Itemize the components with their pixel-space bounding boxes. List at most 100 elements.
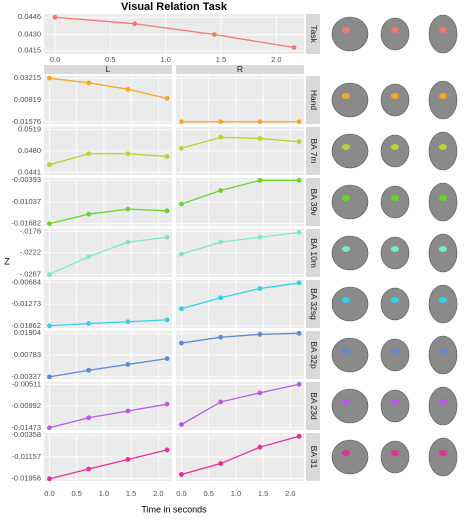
- point: [296, 119, 302, 125]
- brain-region: [391, 144, 399, 150]
- brain-region: [439, 195, 447, 201]
- brain-region: [342, 27, 350, 33]
- point: [179, 306, 184, 312]
- strip: [306, 331, 320, 379]
- brain-image: [380, 17, 410, 51]
- y-tick-label: -0.00337: [11, 372, 41, 381]
- point: [179, 251, 184, 257]
- brain-image: [428, 233, 458, 273]
- brain-image: [428, 335, 458, 375]
- brain-region: [439, 27, 447, 33]
- y-tick-label: -.0222: [20, 248, 41, 257]
- x-tick-label: 1.5: [126, 489, 136, 498]
- strip-label: Task: [309, 25, 319, 43]
- brain-image: [428, 437, 458, 477]
- point: [164, 317, 170, 323]
- point: [125, 362, 131, 367]
- point: [164, 234, 170, 240]
- x-tick-label: 0.0: [176, 489, 186, 498]
- x-tick-label: 0.0: [44, 489, 54, 498]
- brain-image: [380, 287, 410, 321]
- point: [132, 21, 138, 27]
- point: [86, 466, 92, 472]
- line: [49, 319, 168, 327]
- point: [47, 162, 52, 168]
- line: [49, 357, 168, 378]
- point: [179, 422, 184, 427]
- point: [86, 151, 92, 157]
- point: [257, 234, 263, 240]
- x-tick-label: 1.0: [99, 489, 109, 498]
- brain-region: [391, 246, 399, 252]
- brain-region: [391, 93, 399, 99]
- point: [218, 334, 224, 340]
- point: [296, 280, 302, 286]
- y-tick-label: -0.01157: [12, 452, 41, 461]
- line: [49, 208, 168, 225]
- point: [179, 201, 184, 207]
- y-tick-label: -.0178: [20, 226, 41, 235]
- x-tick-label: 1.0: [231, 489, 241, 498]
- line: [181, 332, 300, 344]
- line: [49, 449, 168, 480]
- point: [164, 447, 170, 453]
- brain-region: [342, 348, 350, 354]
- y-tick-label: -0.01037: [11, 197, 41, 206]
- point: [86, 367, 92, 373]
- strip-label: BA 32p: [309, 341, 319, 369]
- point: [47, 323, 52, 329]
- point: [125, 319, 131, 325]
- point: [86, 254, 92, 260]
- brain-image: [331, 286, 369, 322]
- point: [296, 229, 302, 235]
- x-tick-label: 0.0: [50, 55, 60, 64]
- brain-image: [428, 386, 458, 426]
- y-tick-label: -0.01273: [11, 299, 41, 308]
- strip-label: BA 32sg: [309, 288, 319, 320]
- y-tick-label: -0.01473: [11, 423, 41, 432]
- brain-region: [439, 297, 447, 303]
- point: [86, 80, 92, 86]
- y-tick-label: -.0267: [20, 270, 41, 279]
- brain-region: [391, 450, 399, 456]
- x-tick-label: 2.0: [153, 489, 163, 498]
- x-axis-title: Time in seconds: [141, 504, 207, 514]
- y-tick-label: 0.01904: [14, 328, 41, 337]
- point: [47, 272, 52, 277]
- point: [257, 444, 263, 450]
- brain-image: [428, 182, 458, 222]
- point: [296, 330, 302, 336]
- strip-label: BA 23d: [309, 392, 319, 420]
- point: [218, 461, 224, 466]
- brain-image: [331, 82, 369, 118]
- strip-label: BA 31: [309, 446, 319, 469]
- y-tick-label: -0.00992: [11, 401, 41, 410]
- brain-image: [331, 235, 369, 271]
- brain-image: [428, 80, 458, 120]
- line: [49, 403, 168, 429]
- point: [257, 136, 263, 141]
- point: [125, 239, 131, 245]
- brain-region: [342, 144, 350, 150]
- strip: [306, 14, 320, 54]
- strip: [306, 76, 320, 124]
- y-tick-label: -0.00511: [12, 379, 41, 388]
- strip: [306, 127, 320, 175]
- point: [179, 145, 184, 151]
- y-tick-label: -0.00358: [11, 430, 41, 439]
- y-tick-label: 0.0415: [18, 46, 41, 55]
- brain-region: [342, 399, 350, 405]
- point: [218, 295, 224, 301]
- line: [49, 77, 168, 99]
- strip: [44, 65, 172, 74]
- brain-image: [380, 83, 410, 117]
- point: [218, 239, 224, 245]
- y-tick-label: -0.01956: [11, 474, 41, 483]
- point: [218, 119, 224, 125]
- point: [218, 188, 224, 193]
- brain-region: [439, 399, 447, 405]
- line: [55, 16, 295, 49]
- y-tick-label: 0.0441: [18, 167, 41, 176]
- strip-label: L: [106, 64, 111, 74]
